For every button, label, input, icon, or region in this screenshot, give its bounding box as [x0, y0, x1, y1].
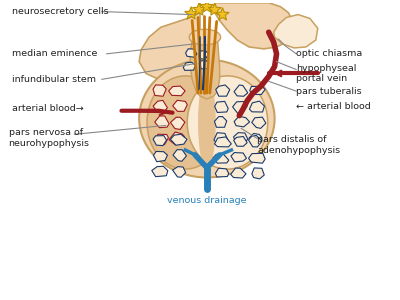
Polygon shape	[208, 3, 221, 15]
Text: venous drainage: venous drainage	[167, 196, 247, 205]
Polygon shape	[214, 116, 227, 127]
Polygon shape	[169, 86, 185, 96]
Polygon shape	[274, 15, 318, 48]
Text: median eminence: median eminence	[12, 49, 97, 58]
Text: hypophyseal
portal vein: hypophyseal portal vein	[296, 64, 356, 83]
Polygon shape	[215, 3, 293, 49]
Polygon shape	[200, 0, 214, 12]
Polygon shape	[173, 100, 187, 111]
Polygon shape	[183, 62, 196, 70]
Polygon shape	[173, 150, 186, 161]
Polygon shape	[199, 60, 209, 69]
Polygon shape	[185, 7, 198, 19]
Polygon shape	[153, 136, 166, 146]
Polygon shape	[198, 50, 209, 59]
Polygon shape	[231, 153, 246, 162]
Text: neurosecretory cells: neurosecretory cells	[12, 7, 108, 16]
Ellipse shape	[139, 60, 274, 178]
Polygon shape	[170, 117, 185, 130]
Polygon shape	[234, 85, 248, 96]
Polygon shape	[155, 116, 169, 128]
Polygon shape	[139, 3, 200, 81]
Text: infundibular stem: infundibular stem	[12, 75, 96, 84]
Text: pars distalis of
adenohypophysis: pars distalis of adenohypophysis	[257, 135, 340, 155]
Polygon shape	[249, 134, 262, 144]
Polygon shape	[214, 137, 231, 147]
Text: optic chiasma: optic chiasma	[296, 49, 362, 58]
Text: pars nervosa of
neurohypophysis: pars nervosa of neurohypophysis	[9, 128, 90, 148]
Ellipse shape	[187, 76, 268, 169]
Ellipse shape	[147, 76, 224, 169]
Polygon shape	[214, 133, 228, 144]
Text: arterial blood→: arterial blood→	[12, 104, 83, 113]
Polygon shape	[186, 49, 197, 57]
Polygon shape	[216, 8, 229, 20]
Polygon shape	[153, 100, 167, 112]
Polygon shape	[154, 152, 168, 162]
Polygon shape	[190, 32, 220, 99]
Polygon shape	[213, 154, 229, 163]
Polygon shape	[216, 85, 230, 96]
Polygon shape	[248, 153, 265, 163]
Polygon shape	[170, 134, 187, 145]
Ellipse shape	[198, 76, 216, 169]
Polygon shape	[250, 86, 265, 94]
Polygon shape	[192, 3, 206, 15]
Text: pars tuberalis: pars tuberalis	[296, 87, 362, 96]
Polygon shape	[234, 133, 248, 143]
Polygon shape	[173, 167, 186, 177]
Polygon shape	[215, 101, 228, 112]
Polygon shape	[215, 168, 229, 177]
Polygon shape	[252, 117, 266, 128]
Polygon shape	[250, 101, 264, 112]
Ellipse shape	[189, 29, 221, 45]
Polygon shape	[231, 168, 246, 178]
Polygon shape	[153, 85, 166, 96]
Polygon shape	[169, 132, 184, 145]
Polygon shape	[248, 135, 262, 147]
Polygon shape	[233, 101, 247, 113]
Polygon shape	[234, 136, 247, 146]
Polygon shape	[234, 116, 250, 127]
Text: ← arterial blood: ← arterial blood	[296, 102, 371, 111]
Polygon shape	[156, 134, 168, 145]
Polygon shape	[152, 166, 168, 177]
Polygon shape	[252, 168, 264, 179]
